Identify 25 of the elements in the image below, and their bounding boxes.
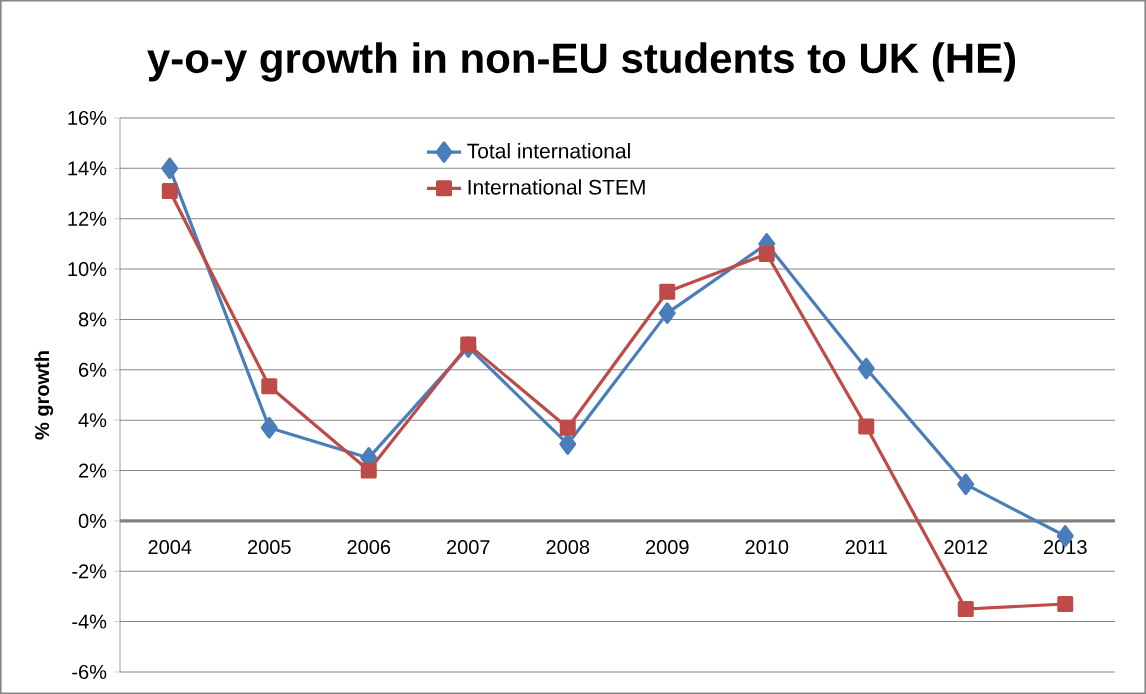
y-tick-label: 10%: [68, 262, 107, 277]
y-tick-label: 2%: [79, 463, 107, 478]
y-tick-label: 16%: [68, 110, 107, 126]
y-tick-label: -4%: [72, 614, 107, 629]
chart-title: y-o-y growth in non-EU students to UK (HE): [147, 42, 1016, 82]
y-tick-label: 12%: [68, 211, 107, 226]
x-tick-label: 2011: [845, 539, 887, 555]
y-tick-label: 14%: [68, 161, 107, 176]
x-tick-label: 2012: [944, 539, 987, 555]
legend-label: International STEM: [468, 179, 645, 195]
x-tick-label: 2006: [347, 539, 391, 555]
y-tick-label: 8%: [78, 312, 107, 327]
x-tick-label: 2010: [745, 539, 789, 555]
x-tick-label: 2009: [646, 539, 689, 555]
x-tick-label: 2005: [248, 539, 291, 555]
y-tick-label: 4%: [78, 413, 107, 428]
y-tick-label: -6%: [72, 664, 107, 680]
y-tick-label: -2%: [72, 564, 107, 579]
x-tick-label: 2008: [546, 539, 590, 555]
x-tick-label: 2004: [148, 539, 192, 555]
y-tick-label: 6%: [79, 362, 107, 377]
legend-label: Total international: [467, 143, 630, 159]
y-tick-label: 0%: [78, 513, 107, 528]
y-axis-title: % growth: [34, 351, 54, 440]
x-tick-label: 2007: [447, 539, 490, 555]
